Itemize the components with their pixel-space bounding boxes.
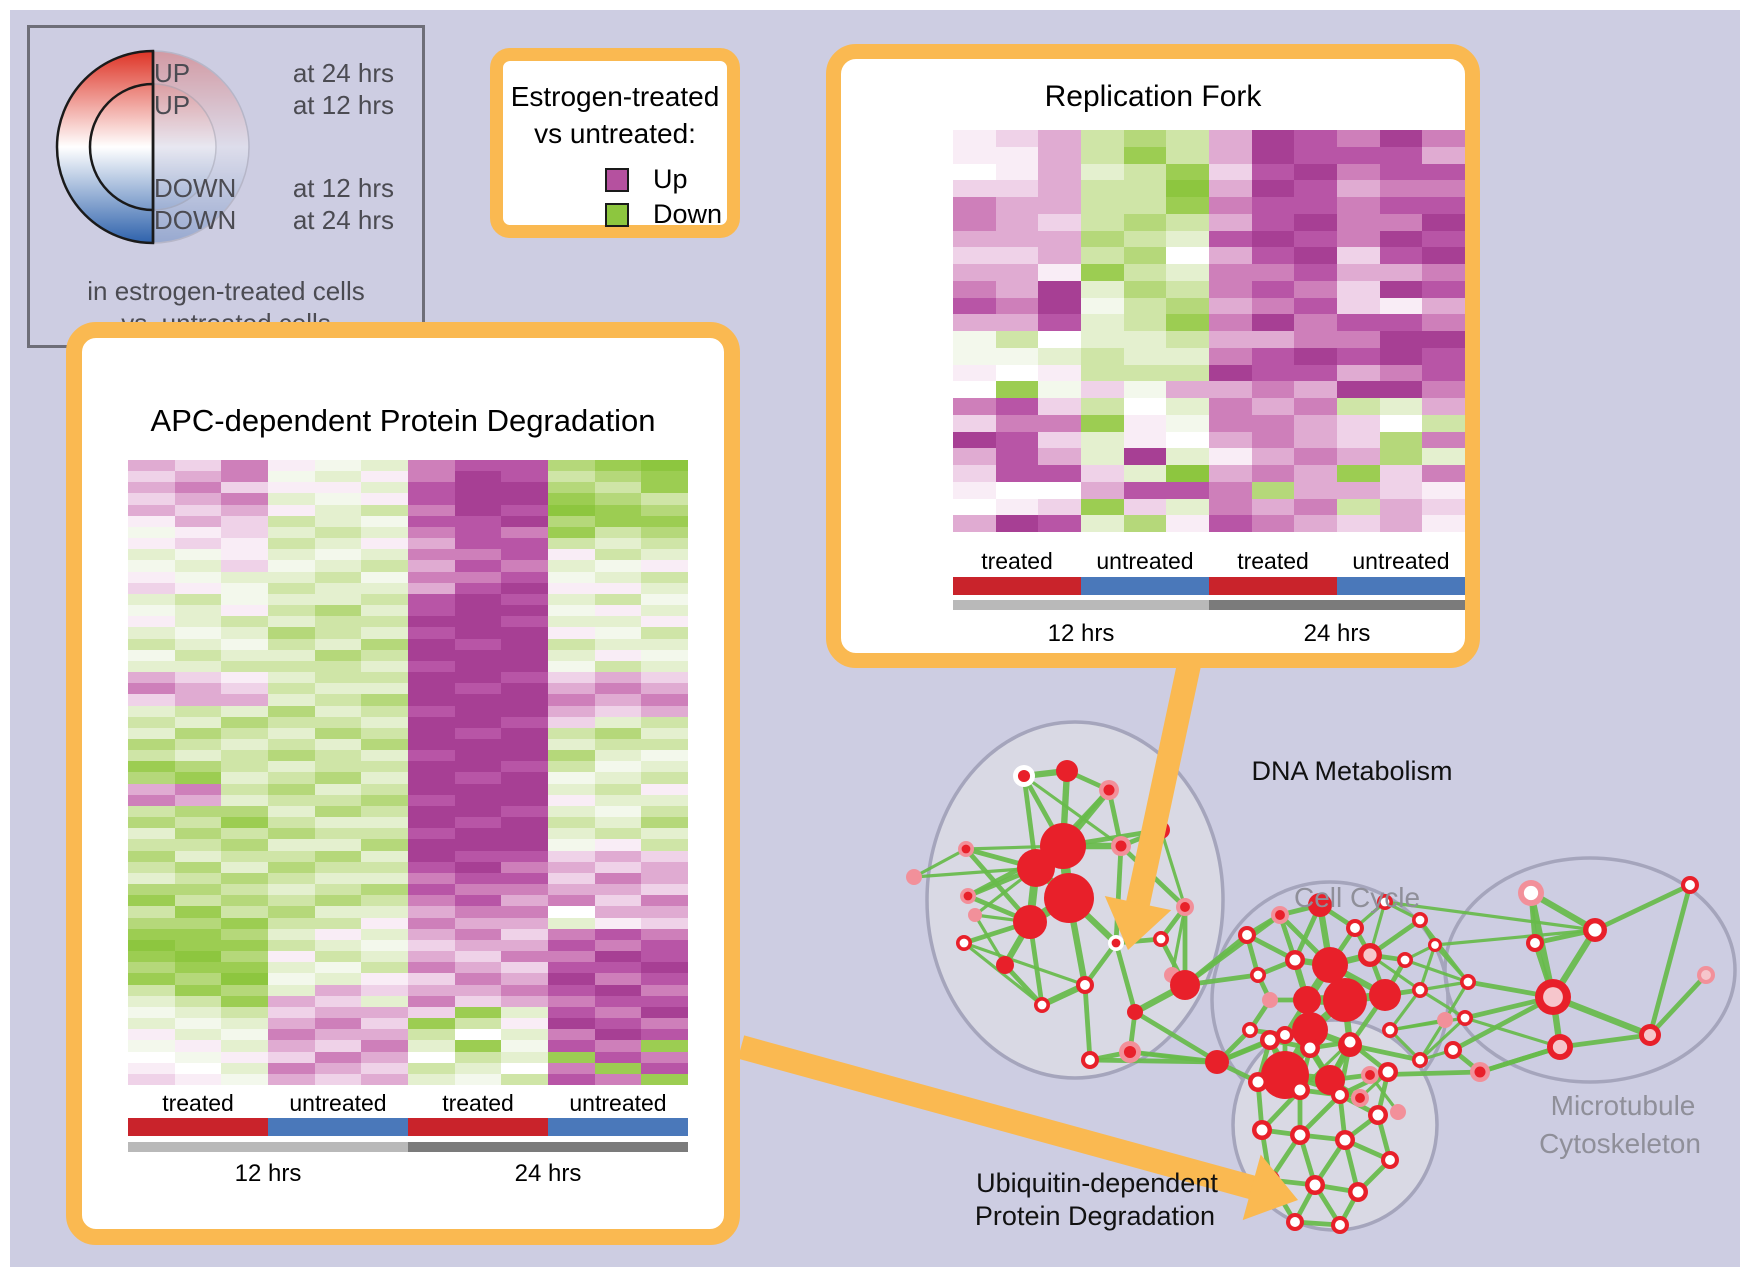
rf-24hrs-label: 24 hrs	[1303, 620, 1371, 647]
legend-up-outer-time: at 24 hrs	[292, 58, 394, 88]
heatmap-color-legend: Estrogen-treated vs untreated: Up Down	[490, 48, 740, 238]
color-legend-title-line2: vs untreated:	[534, 118, 696, 149]
rf-group-label-1: treated	[981, 548, 1053, 574]
up-label: Up	[653, 164, 688, 194]
apc-group-label-3: treated	[442, 1090, 514, 1116]
apc-group-label-4: untreated	[569, 1090, 667, 1116]
apc-heatmap	[128, 460, 688, 1085]
up-color-swatch	[605, 168, 629, 192]
node-glyph-legend: UP at 24 hrs UP at 12 hrs DOWN at 12 hrs…	[27, 25, 425, 348]
rf-12h-bar	[953, 600, 1209, 610]
cluster-label: DNA Metabolism	[1251, 755, 1453, 786]
apc-treated-bar-12h	[128, 1118, 268, 1136]
legend-down-outer: DOWN	[154, 205, 237, 235]
rf-group-label-2: untreated	[1096, 548, 1194, 574]
rf-treated-bar-24h	[1209, 577, 1337, 595]
cluster-label: Cytoskeleton	[1539, 1127, 1701, 1159]
legend-down-outer-time: at 24 hrs	[292, 205, 394, 235]
apc-panel-title: APC-dependent Protein Degradation	[150, 403, 656, 438]
apc-12hrs-label: 12 hrs	[234, 1160, 302, 1187]
legend-up-inner-time: at 12 hrs	[292, 90, 394, 120]
rf-12hrs-label: 12 hrs	[1047, 620, 1115, 647]
legend-up-inner: UP	[154, 90, 191, 120]
rf-24h-bar	[1209, 600, 1465, 610]
rf-untreated-bar-12h	[1081, 577, 1209, 595]
replication-fork-title: Replication Fork	[1044, 80, 1262, 113]
down-color-swatch	[605, 203, 629, 227]
rf-treated-bar-12h	[953, 577, 1081, 595]
rf-untreated-bar-24h	[1337, 577, 1465, 595]
legend-up-outer: UP	[154, 58, 191, 88]
cluster-label: Microtubule	[1550, 1089, 1696, 1121]
apc-24h-bar	[408, 1142, 688, 1152]
color-legend-title-line1: Estrogen-treated	[510, 81, 720, 112]
down-label: Down	[653, 199, 723, 229]
apc-untreated-bar-12h	[268, 1118, 408, 1136]
apc-12h-bar	[128, 1142, 408, 1152]
replication-fork-heatmap	[953, 130, 1465, 532]
apc-group-label-1: treated	[162, 1090, 234, 1116]
legend-caption-line1: in estrogen-treated cells	[87, 276, 365, 306]
apc-treated-bar-24h	[408, 1118, 548, 1136]
cluster-label: Ubiquitin-dependent	[976, 1167, 1218, 1198]
legend-down-inner: DOWN	[154, 173, 237, 203]
cluster-label: Protein Degradation	[974, 1200, 1216, 1231]
legend-down-inner-time: at 12 hrs	[292, 173, 394, 203]
rf-group-label-3: treated	[1237, 548, 1309, 574]
apc-group-label-2: untreated	[289, 1090, 387, 1116]
cluster-label: Cell Cycle	[1293, 881, 1421, 913]
apc-untreated-bar-24h	[548, 1118, 688, 1136]
apc-24hrs-label: 24 hrs	[514, 1160, 582, 1187]
updown-donut-glyph	[55, 49, 250, 245]
rf-group-label-4: untreated	[1352, 548, 1450, 574]
